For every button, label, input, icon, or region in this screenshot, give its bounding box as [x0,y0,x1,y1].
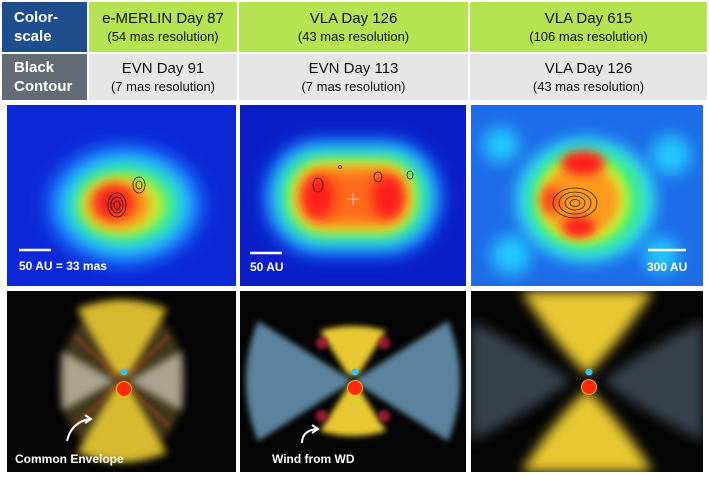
contour-label-line1: Black [14,59,55,76]
white-dwarf-icon-3 [585,368,593,376]
colorscale-header-2: VLA Day 126 (43 mas resolution) [239,2,468,52]
contour-header-2: EVN Day 113 (7 mas resolution) [239,54,468,100]
arrow-icon-2 [301,428,317,444]
radio-map-panel-3: 300 AU [471,105,703,286]
simulation-panel-2: Wind from WD [240,291,466,472]
colorscale-row-label: Color- scale [2,2,87,52]
annotation-common-envelope: Common Envelope [15,452,124,466]
companion-star-icon [116,381,132,397]
companion-star-icon-2 [347,380,363,396]
radio-map-panel-2: 50 AU [240,105,466,286]
contour-lines-1 [107,176,146,218]
colorscale-label-line1: Color- [14,9,59,26]
colorscale-header-2-title: VLA Day 126 [309,10,398,27]
contour-lines-3 [552,187,598,219]
colorscale-header-3: VLA Day 615 (106 mas resolution) [470,2,707,52]
white-dwarf-icon [120,368,128,376]
companion-star-icon-3 [581,379,597,395]
contour-header-1: EVN Day 91 (7 mas resolution) [89,54,237,100]
colorscale-header-2-resolution: (43 mas resolution) [297,29,410,44]
contour-header-2-resolution: (7 mas resolution) [301,79,406,94]
colorscale-header-1-resolution: (54 mas resolution) [107,29,219,44]
contour-row-label: Black Contour [2,54,87,100]
colorscale-header-3-title: VLA Day 615 [544,10,633,27]
colorscale-header-3-resolution: (106 mas resolution) [529,29,648,44]
simulation-panel-1: Common Envelope [7,291,236,472]
contour-header-3-resolution: (43 mas resolution) [532,79,645,94]
contour-label-line2: Contour [14,78,73,95]
radio-map-panel-1: 50 AU = 33 mas [7,105,236,286]
arrow-icon [66,418,90,442]
center-crosshair-2 [347,193,359,205]
contour-header-1-title: EVN Day 91 [121,60,205,77]
late-stage-render [471,291,703,472]
emission-heatmap-3 [483,127,691,275]
colorscale-label-line2: scale [14,28,52,45]
contour-header-2-title: EVN Day 113 [308,60,399,77]
scale-bar-label-2: 50 AU [250,260,284,274]
scale-bar-label-1: 50 AU = 33 mas [19,259,107,273]
wind-from-wd-render [246,321,460,441]
simulation-panel-3 [471,291,703,472]
white-dwarf-icon-2 [351,368,359,376]
contour-header-3: VLA Day 126 (43 mas resolution) [470,54,707,100]
scale-bar-label-3: 300 AU [647,260,687,274]
colorscale-header-1-title: e-MERLIN Day 87 [102,10,224,27]
contour-header-3-title: VLA Day 126 [544,60,633,77]
emission-heatmap-1 [47,145,203,265]
contour-header-1-resolution: (7 mas resolution) [110,79,216,94]
contour-lines-2 [312,165,414,193]
colorscale-header-1: e-MERLIN Day 87 (54 mas resolution) [89,2,237,52]
annotation-wind-from-wd: Wind from WD [272,452,355,466]
